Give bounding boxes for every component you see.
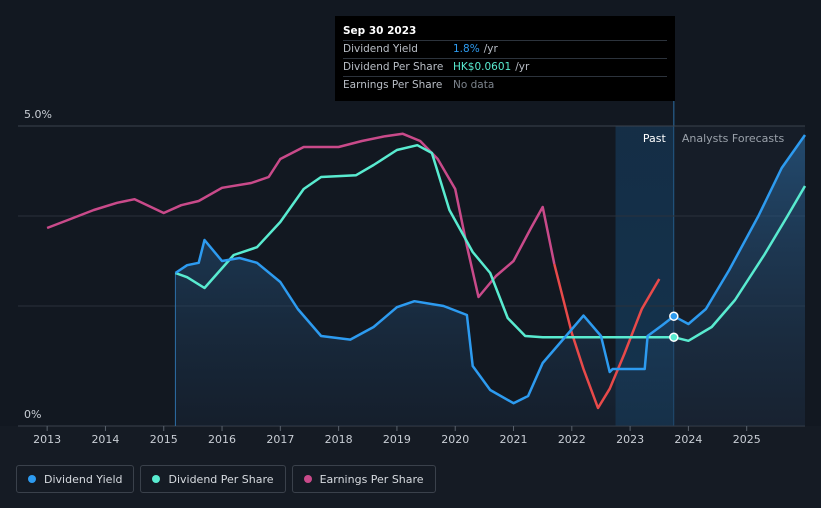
tooltip-label: Dividend Yield: [343, 43, 418, 55]
label-layer: Past Analysts Forecasts 0% 5.0% 2013 2014 2015…: [24, 108, 784, 446]
tooltip-label: Earnings Per Share: [343, 79, 443, 91]
legend-item-earnings-per-share[interactable]: Earnings Per Share: [291, 465, 436, 493]
x-tick-label: 2015: [150, 433, 178, 446]
y-tick-label: 0%: [24, 408, 41, 421]
tooltip-date: Sep 30 2023: [343, 25, 417, 37]
region-label-forecast: Analysts Forecasts: [682, 132, 785, 145]
legend-dot-dividend-per-share: [152, 475, 161, 483]
x-tick-label: 2019: [383, 433, 411, 446]
x-tick-label: 2022: [558, 433, 586, 446]
hover-marker: [669, 311, 679, 321]
legend-item-dividend-per-share[interactable]: Dividend Per Share: [140, 465, 286, 493]
line-layer: [46, 132, 807, 410]
dividend-yield-area: [175, 135, 805, 426]
y-tick-label: 5.0%: [24, 108, 52, 121]
legend-label: Dividend Yield: [44, 472, 123, 486]
tooltip-row-dividend-per-share: Dividend Per Share HK$0.0601 /yr: [343, 58, 667, 76]
earnings-per-share-line: [46, 132, 556, 299]
tooltip-label: Dividend Per Share: [343, 61, 444, 73]
x-tick-label: 2016: [208, 433, 236, 446]
chart-legend: Dividend Yield Dividend Per Share Earnin…: [16, 465, 436, 493]
region-label-past: Past: [643, 132, 667, 145]
x-tick-label: 2024: [674, 433, 702, 446]
hover-tooltip: Sep 30 2023 Dividend Yield 1.8% /yr Divi…: [335, 16, 675, 101]
tooltip-value: HK$0.0601: [453, 61, 512, 73]
x-tick-label: 2014: [91, 433, 119, 446]
legend-dot-dividend-yield: [28, 475, 36, 483]
tooltip-row-earnings-per-share: Earnings Per Share No data: [343, 76, 667, 94]
x-tick-label: 2020: [441, 433, 469, 446]
hover-marker: [669, 332, 679, 342]
tooltip-row-dividend-yield: Dividend Yield 1.8% /yr: [343, 40, 667, 58]
dividend-per-share-line: [174, 143, 807, 343]
x-tick-label: 2025: [733, 433, 761, 446]
legend-dot-earnings-per-share: [303, 475, 312, 483]
legend-item-dividend-yield[interactable]: Dividend Yield: [16, 465, 135, 493]
x-tick-label: 2018: [325, 433, 353, 446]
tooltip-value: No data: [453, 79, 495, 91]
x-tick-label: 2021: [500, 433, 528, 446]
legend-label: Dividend Per Share: [168, 472, 274, 486]
area-layer: [174, 135, 805, 426]
x-tick-label: 2023: [616, 433, 644, 446]
axis-layer: [46, 426, 748, 431]
tooltip-unit: /yr: [483, 43, 498, 55]
earnings-per-share-line-recent: [553, 263, 661, 410]
legend-label: Earnings Per Share: [319, 472, 424, 486]
x-tick-label: 2013: [33, 433, 61, 446]
tooltip-value: 1.8%: [453, 43, 480, 55]
x-tick-label: 2017: [266, 433, 294, 446]
tooltip-unit: /yr: [515, 61, 530, 73]
